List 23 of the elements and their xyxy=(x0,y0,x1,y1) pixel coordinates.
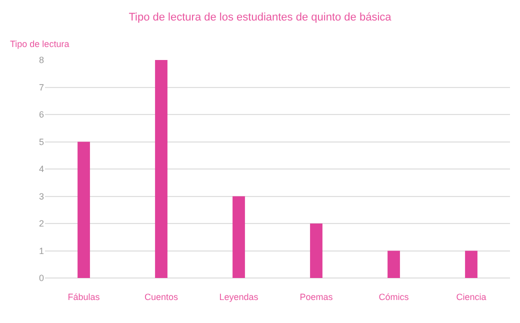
y-tick-label: 2 xyxy=(38,218,44,229)
bar xyxy=(232,196,245,278)
bar xyxy=(78,142,90,278)
y-tick-label: 5 xyxy=(38,136,44,147)
bar xyxy=(465,250,478,278)
bar xyxy=(388,250,400,278)
x-tick-label: Leyendas xyxy=(219,292,259,302)
bar xyxy=(310,224,322,278)
chart-title: Tipo de lectura de los estudiantes de quinto de básica xyxy=(128,12,392,24)
y-tick-label: 1 xyxy=(38,246,44,256)
y-tick-label: 0 xyxy=(38,273,44,284)
x-tick-label: Poemas xyxy=(300,292,334,302)
x-tick-label: Cuentos xyxy=(144,292,179,302)
y-tick-label: 3 xyxy=(38,191,44,202)
y-tick-label: 6 xyxy=(38,110,44,120)
x-tick-label: Ciencia xyxy=(456,292,486,302)
y-axis-title: Tipo de lectura xyxy=(10,39,70,49)
y-tick-label: 4 xyxy=(38,164,44,174)
x-tick-label: Fábulas xyxy=(68,292,100,302)
bar xyxy=(155,60,168,278)
x-tick-label: Cómics xyxy=(378,292,410,302)
y-tick-label: 8 xyxy=(38,55,44,66)
y-tick-label: 7 xyxy=(38,82,44,92)
